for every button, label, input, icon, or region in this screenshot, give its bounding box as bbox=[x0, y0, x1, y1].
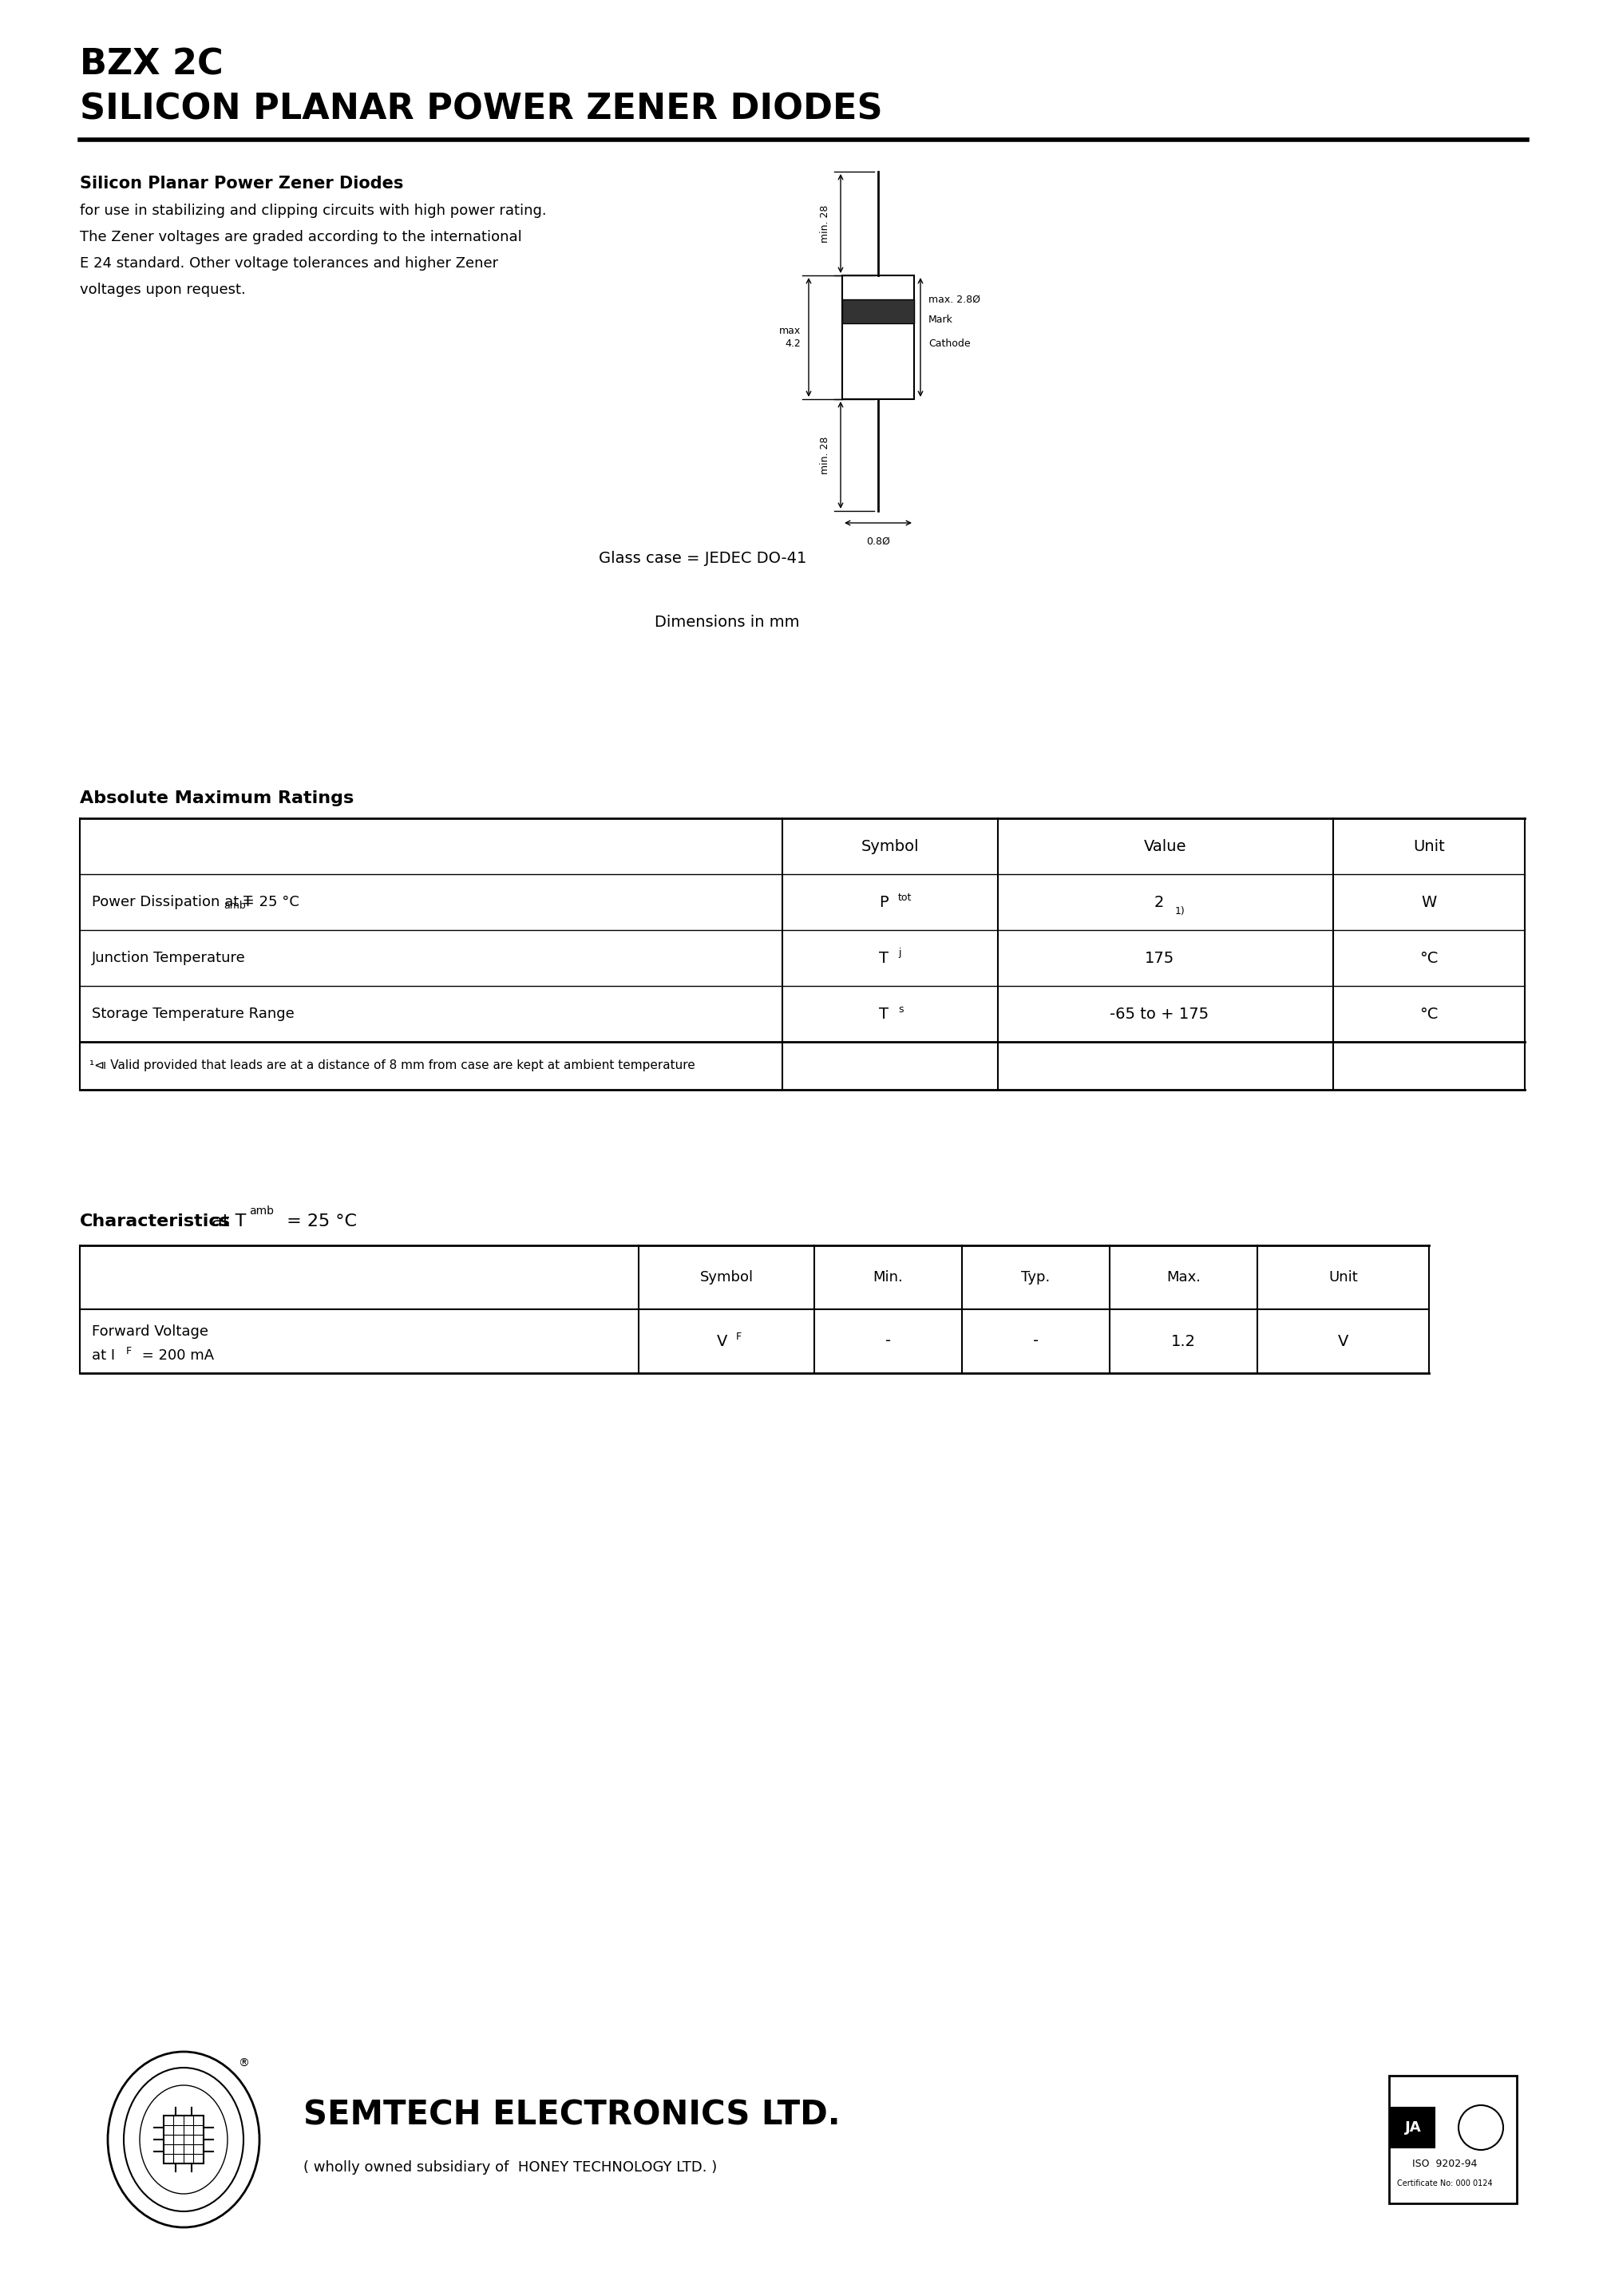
Text: E 24 standard. Other voltage tolerances and higher Zener: E 24 standard. Other voltage tolerances … bbox=[80, 257, 498, 271]
Text: Unit: Unit bbox=[1413, 838, 1445, 854]
Text: Typ.: Typ. bbox=[1022, 1270, 1051, 1283]
Text: Forward Voltage: Forward Voltage bbox=[92, 1325, 209, 1339]
Text: max
4.2: max 4.2 bbox=[779, 326, 800, 349]
Text: 0.8Ø: 0.8Ø bbox=[866, 535, 890, 546]
Text: ISO  9202-94: ISO 9202-94 bbox=[1413, 2158, 1477, 2170]
Text: P: P bbox=[879, 895, 889, 909]
Text: 2: 2 bbox=[1154, 895, 1163, 909]
Text: at T: at T bbox=[206, 1215, 246, 1228]
Text: °C: °C bbox=[1419, 1006, 1438, 1022]
Text: Dimensions in mm: Dimensions in mm bbox=[654, 615, 800, 629]
Ellipse shape bbox=[124, 2069, 244, 2211]
Text: -: - bbox=[885, 1334, 890, 1348]
Ellipse shape bbox=[108, 2053, 259, 2227]
Text: V: V bbox=[1337, 1334, 1348, 1348]
Text: Mark: Mark bbox=[929, 315, 953, 324]
Bar bbox=[164, 2115, 204, 2163]
Text: Power Dissipation at T: Power Dissipation at T bbox=[92, 895, 252, 909]
Text: -: - bbox=[1033, 1334, 1038, 1348]
Text: Junction Temperature: Junction Temperature bbox=[92, 951, 246, 964]
Text: Glass case = JEDEC DO-41: Glass case = JEDEC DO-41 bbox=[599, 551, 807, 567]
Text: Certificate No: 000 0124: Certificate No: 000 0124 bbox=[1396, 2179, 1493, 2188]
Text: min. 28: min. 28 bbox=[820, 204, 831, 243]
Text: = 200 mA: = 200 mA bbox=[137, 1348, 214, 1362]
Text: for use in stabilizing and clipping circuits with high power rating.: for use in stabilizing and clipping circ… bbox=[80, 204, 546, 218]
Text: Min.: Min. bbox=[873, 1270, 903, 1283]
Text: T: T bbox=[879, 1006, 889, 1022]
Text: Unit: Unit bbox=[1329, 1270, 1358, 1283]
Bar bbox=[842, 276, 914, 400]
Bar bbox=[1388, 2076, 1517, 2204]
Text: SILICON PLANAR POWER ZENER DIODES: SILICON PLANAR POWER ZENER DIODES bbox=[80, 92, 882, 126]
Text: Value: Value bbox=[1144, 838, 1188, 854]
Text: Cathode: Cathode bbox=[929, 338, 971, 349]
Text: Symbol: Symbol bbox=[699, 1270, 754, 1283]
Text: at I: at I bbox=[92, 1348, 116, 1362]
Text: ¹⧏ Valid provided that leads are at a distance of 8 mm from case are kept at amb: ¹⧏ Valid provided that leads are at a di… bbox=[90, 1061, 696, 1072]
Text: = 25 °C: = 25 °C bbox=[238, 895, 299, 909]
Text: Silicon Planar Power Zener Diodes: Silicon Planar Power Zener Diodes bbox=[80, 174, 403, 191]
Text: Max.: Max. bbox=[1167, 1270, 1200, 1283]
Text: V: V bbox=[717, 1334, 728, 1348]
Text: 1): 1) bbox=[1175, 907, 1186, 916]
Text: amb: amb bbox=[223, 900, 246, 912]
Text: The Zener voltages are graded according to the international: The Zener voltages are graded according … bbox=[80, 230, 522, 243]
Text: -65 to + 175: -65 to + 175 bbox=[1109, 1006, 1208, 1022]
Text: Characteristics: Characteristics bbox=[80, 1215, 231, 1228]
Bar bbox=[842, 298, 914, 324]
Text: j: j bbox=[898, 948, 902, 957]
Text: F: F bbox=[125, 1345, 132, 1357]
Ellipse shape bbox=[140, 2085, 228, 2193]
Text: max. 2.8Ø: max. 2.8Ø bbox=[929, 294, 980, 305]
Text: SEMTECH ELECTRONICS LTD.: SEMTECH ELECTRONICS LTD. bbox=[304, 2099, 840, 2133]
Text: °C: °C bbox=[1419, 951, 1438, 967]
Text: BZX 2C: BZX 2C bbox=[80, 48, 223, 83]
Text: JA: JA bbox=[1405, 2122, 1421, 2135]
Bar bbox=[1390, 2108, 1435, 2147]
Text: amb: amb bbox=[249, 1205, 275, 1217]
Text: W: W bbox=[1421, 895, 1437, 909]
Text: Storage Temperature Range: Storage Temperature Range bbox=[92, 1006, 294, 1022]
Text: Absolute Maximum Ratings: Absolute Maximum Ratings bbox=[80, 790, 354, 806]
Text: 1.2: 1.2 bbox=[1172, 1334, 1196, 1348]
Text: s: s bbox=[898, 1003, 903, 1015]
Text: Symbol: Symbol bbox=[861, 838, 919, 854]
Text: voltages upon request.: voltages upon request. bbox=[80, 282, 246, 296]
Text: T: T bbox=[879, 951, 889, 967]
Text: F: F bbox=[736, 1332, 742, 1341]
Text: 175: 175 bbox=[1144, 951, 1175, 967]
Text: min. 28: min. 28 bbox=[820, 436, 831, 473]
Text: ( wholly owned subsidiary of  HONEY TECHNOLOGY LTD. ): ( wholly owned subsidiary of HONEY TECHN… bbox=[304, 2161, 717, 2174]
Text: tot: tot bbox=[898, 893, 911, 902]
Text: = 25 °C: = 25 °C bbox=[281, 1215, 357, 1228]
Text: ®: ® bbox=[238, 2057, 249, 2069]
